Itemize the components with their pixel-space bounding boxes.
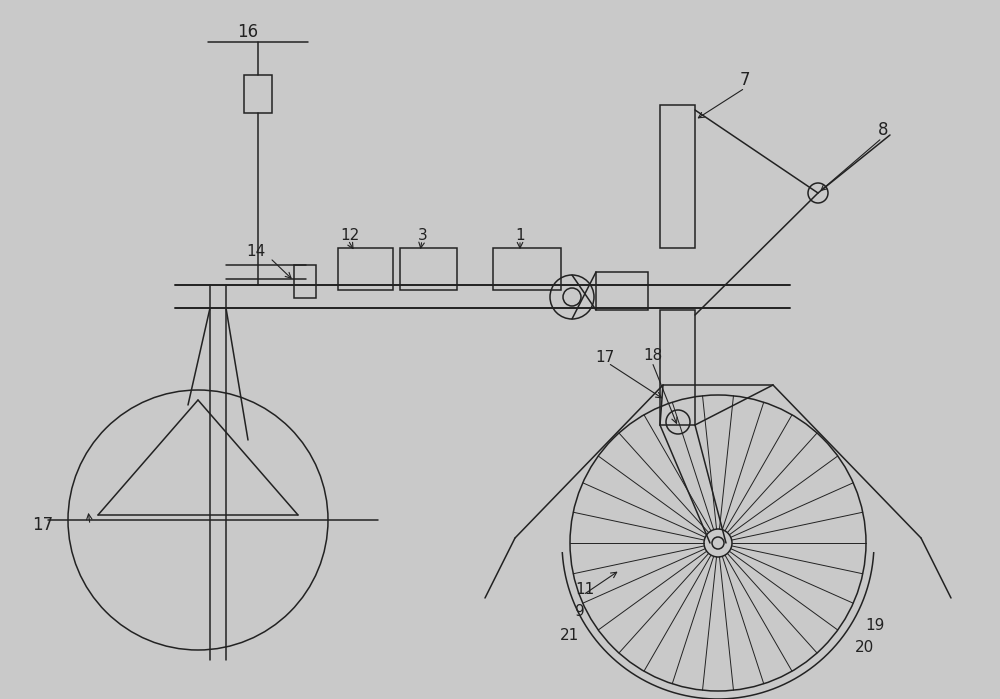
Text: 8: 8	[878, 121, 889, 139]
Text: 21: 21	[560, 628, 579, 642]
Bar	[660, 105, 695, 248]
Text: 12: 12	[340, 227, 359, 243]
Text: 20: 20	[855, 640, 874, 656]
Text: 16: 16	[237, 23, 259, 41]
Bar	[244, 75, 272, 113]
Text: 17: 17	[595, 350, 614, 366]
Text: 1: 1	[515, 227, 525, 243]
Bar	[338, 248, 393, 290]
Bar	[493, 248, 561, 290]
Bar	[596, 272, 648, 310]
Text: 3: 3	[418, 227, 428, 243]
Text: 7: 7	[740, 71, 750, 89]
Text: 9: 9	[575, 605, 585, 619]
Bar	[660, 310, 695, 425]
Text: 11: 11	[575, 582, 594, 598]
Bar	[400, 248, 457, 290]
Text: 17: 17	[32, 516, 53, 534]
Text: 19: 19	[865, 617, 884, 633]
Text: 18: 18	[643, 347, 662, 363]
Text: 14: 14	[246, 245, 265, 259]
Bar	[294, 265, 316, 298]
